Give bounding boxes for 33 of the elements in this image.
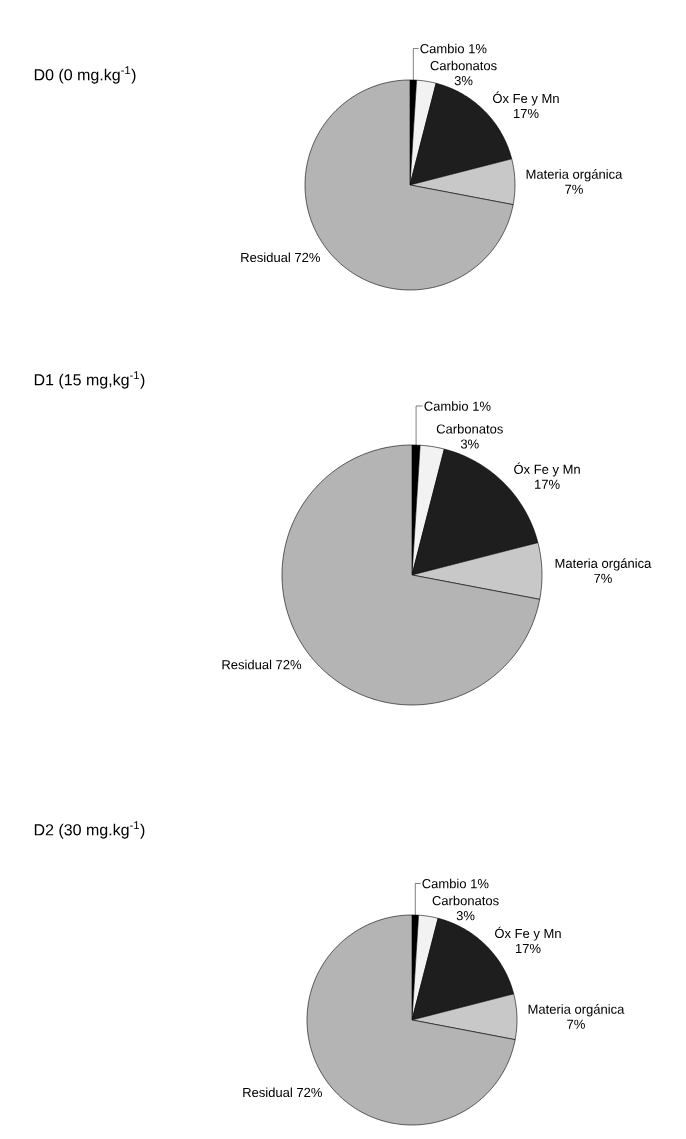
data-label: 3% [456, 911, 475, 921]
data-label: 17% [535, 479, 560, 489]
data-label: 72% [297, 1087, 322, 1097]
slice-label: Carbonatos [432, 895, 499, 906]
data-label: 3% [454, 76, 473, 86]
data-label: 17% [513, 108, 539, 118]
data-label: 7% [594, 573, 612, 583]
slice-label: Cambio [424, 401, 469, 411]
data-label: 1% [471, 879, 489, 889]
data-label: 72% [295, 252, 320, 262]
slice-label: Residual [243, 1087, 292, 1098]
data-label: 1% [469, 44, 487, 54]
slice-label: Cambio [420, 43, 464, 54]
data-label: 3% [460, 439, 479, 449]
slice-label: Residual [222, 659, 272, 670]
slice-label: Materia orgánica [528, 1004, 625, 1017]
text: D2 (30 mg.kg$^{-1}$) [34, 821, 145, 839]
slice-label: Óx Fe y Mn [495, 926, 561, 941]
data-label: 7% [565, 184, 583, 194]
slice-label: Materia orgánica [555, 558, 652, 571]
slice-label: Residual [241, 252, 290, 263]
slice-label: Carbonatos [430, 60, 497, 71]
slice-label: Óx Fe y Mn [514, 462, 580, 477]
data-label: 72% [276, 660, 302, 670]
text: D1 (15 mg,kg$^{-1}$) [34, 371, 145, 389]
slice-label: Óx Fe y Mn [493, 91, 559, 106]
data-label: 17% [515, 943, 541, 953]
slice-label: Cambio [422, 878, 466, 889]
text: D0 (0 mg.kg$^{-1}$) [34, 66, 136, 84]
slice-label: Materia orgánica [526, 169, 623, 182]
data-label: 7% [567, 1019, 585, 1029]
data-label: 1% [473, 401, 491, 411]
slice-label: Carbonatos [436, 424, 503, 434]
